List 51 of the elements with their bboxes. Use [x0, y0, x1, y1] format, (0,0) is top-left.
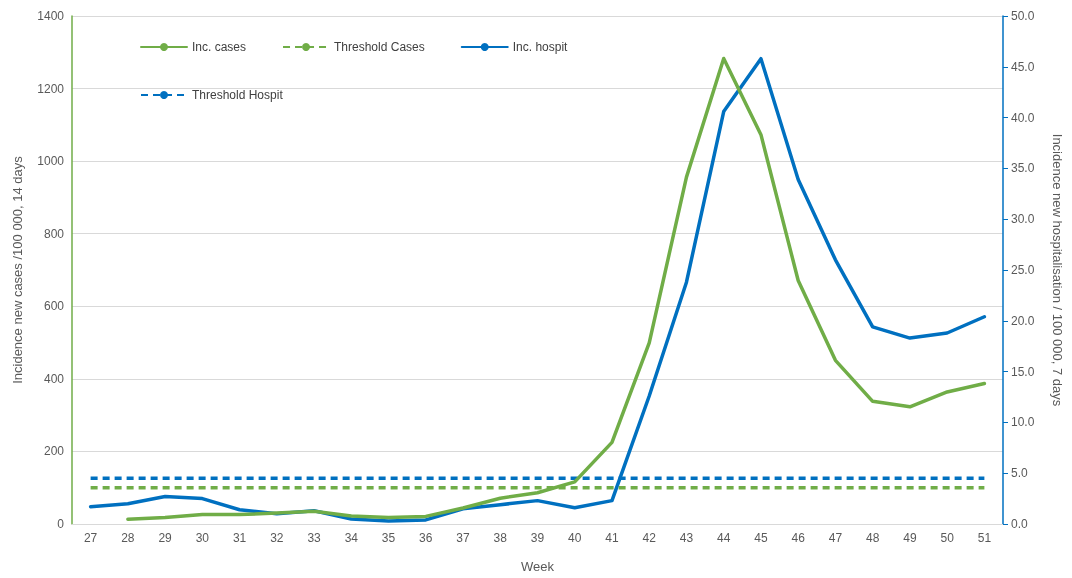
x-tick-label: 37: [456, 531, 471, 545]
x-tick-label: 47: [828, 531, 843, 545]
x-tick-label: 28: [121, 531, 135, 545]
y2-tick-label: 35.0: [1011, 161, 1035, 176]
x-tick-label: 34: [344, 531, 359, 545]
x-tick-label: 51: [977, 531, 992, 545]
y-tick-label: 1000: [37, 154, 65, 169]
y-tick-label: 200: [43, 444, 65, 459]
y2-tick-label: 15.0: [1011, 364, 1035, 379]
legend-label: Threshold Hospit: [192, 88, 284, 102]
x-tick-label: 45: [754, 531, 768, 545]
x-tick-label: 31: [232, 531, 247, 545]
x-tick-label: 44: [717, 531, 731, 545]
y2-tick-label: 50.0: [1011, 9, 1035, 23]
x-tick-label: 30: [195, 531, 210, 545]
y2-tick-label: 30.0: [1011, 212, 1035, 227]
x-axis-title: Week: [521, 559, 555, 574]
x-tick-label: 50: [940, 531, 955, 545]
legend-label: Threshold Cases: [334, 40, 425, 54]
x-tick-label: 49: [903, 531, 917, 545]
x-tick-label: 36: [419, 531, 433, 545]
y2-tick-label: 40.0: [1011, 110, 1035, 125]
x-tick-label: 27: [83, 531, 98, 545]
y-axis-title: Incidence new cases /100 000, 14 days: [10, 155, 25, 384]
x-tick-label: 29: [158, 531, 173, 545]
x-tick-label: 38: [493, 531, 508, 545]
y-tick-label: 1200: [37, 81, 65, 96]
x-tick-label: 33: [307, 531, 322, 545]
y2-axis-title: Incidence new hospitalisation / 100 000, 7 days: [1050, 133, 1065, 407]
x-tick-label: 35: [381, 531, 396, 545]
x-tick-label: 32: [270, 531, 284, 545]
x-tick-label: 41: [605, 531, 619, 545]
x-tick-label: 46: [791, 531, 806, 545]
x-tick-label: 39: [530, 531, 545, 545]
y-tick-label: 0: [57, 517, 65, 531]
y2-tick-label: 5.0: [1011, 466, 1029, 481]
y2-tick-label: 10.0: [1011, 415, 1035, 430]
y2-tick-label: 20.0: [1011, 313, 1035, 328]
y-tick-label: 400: [43, 371, 65, 386]
y2-tick-label: 0.0: [1011, 517, 1029, 531]
x-tick-label: 40: [568, 531, 582, 545]
y-tick-label: 800: [43, 226, 65, 241]
legend-label: Inc. hospit: [512, 40, 569, 54]
y-tick-label: 600: [43, 299, 65, 314]
y-tick-label: 1400: [37, 9, 65, 23]
y2-tick-label: 45.0: [1011, 59, 1035, 74]
legend-label: Inc. cases: [192, 40, 247, 54]
x-tick-label: 43: [679, 531, 694, 545]
y2-tick-label: 25.0: [1011, 263, 1035, 277]
x-tick-label: 48: [865, 531, 880, 545]
x-tick-label: 42: [642, 531, 657, 545]
